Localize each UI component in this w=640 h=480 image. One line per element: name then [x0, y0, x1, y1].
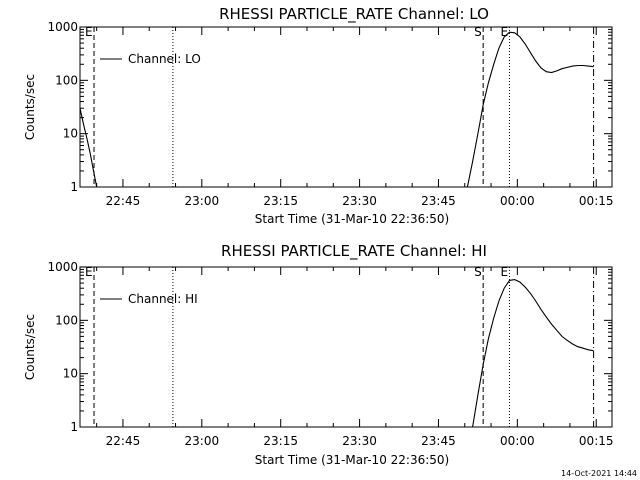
x-tick-label: 23:00: [185, 434, 220, 448]
marker-label: E: [500, 265, 508, 279]
series-line: [79, 108, 98, 188]
chart-title: RHESSI PARTICLE_RATE Channel: HI: [221, 242, 487, 261]
y-tick-label: 1: [70, 180, 78, 194]
hi-channel-panel: RHESSI PARTICLE_RATE Channel: HI 1 10 100 10…: [23, 242, 614, 467]
marker-label: E: [500, 25, 508, 39]
legend-label: Channel: HI: [128, 292, 198, 306]
y-tick-label: 100: [55, 313, 78, 327]
x-axis-label: Start Time (31-Mar-10 22:36:50): [255, 212, 449, 226]
x-tick-label: 22:45: [106, 434, 141, 448]
plot-frame: [79, 26, 613, 188]
lo-channel-panel: RHESSI PARTICLE_RATE Channel: LO 1 10 100 10…: [23, 5, 614, 226]
x-tick-label: 00:15: [579, 434, 614, 448]
legend-label: Channel: LO: [128, 52, 201, 66]
x-tick-label: 00:00: [500, 434, 535, 448]
y-tick-label: 100: [55, 73, 78, 87]
x-tick-label: 22:45: [106, 194, 141, 208]
x-tick-label: 23:45: [421, 194, 456, 208]
y-tick-label: 10: [63, 367, 78, 381]
chart-title: RHESSI PARTICLE_RATE Channel: LO: [219, 5, 489, 24]
x-tick-label: 23:15: [263, 194, 298, 208]
marker-label: E: [85, 265, 93, 279]
x-tick-label: 00:00: [500, 194, 535, 208]
plot-frame: [79, 266, 613, 428]
y-axis-label: Counts/sec: [23, 314, 37, 380]
x-tick-label: 23:45: [421, 434, 456, 448]
marker-label: E: [85, 25, 93, 39]
y-axis-label: Counts/sec: [23, 74, 37, 140]
x-axis-label: Start Time (31-Mar-10 22:36:50): [255, 453, 449, 467]
y-tick-label: 10: [63, 127, 78, 141]
x-tick-label: 23:00: [185, 194, 220, 208]
x-tick-label: 23:30: [342, 194, 377, 208]
y-tick-label: 1000: [47, 20, 78, 34]
x-tick-label: 00:15: [579, 194, 614, 208]
y-tick-label: 1000: [47, 260, 78, 274]
marker-label: S: [474, 25, 482, 39]
x-tick-label: 23:15: [263, 434, 298, 448]
timestamp-footer: 14-Oct-2021 14:44: [561, 469, 637, 478]
x-tick-label: 23:30: [342, 434, 377, 448]
series-line: [472, 279, 594, 428]
series-line: [466, 31, 594, 188]
marker-label: S: [474, 265, 482, 279]
y-tick-label: 1: [70, 420, 78, 434]
